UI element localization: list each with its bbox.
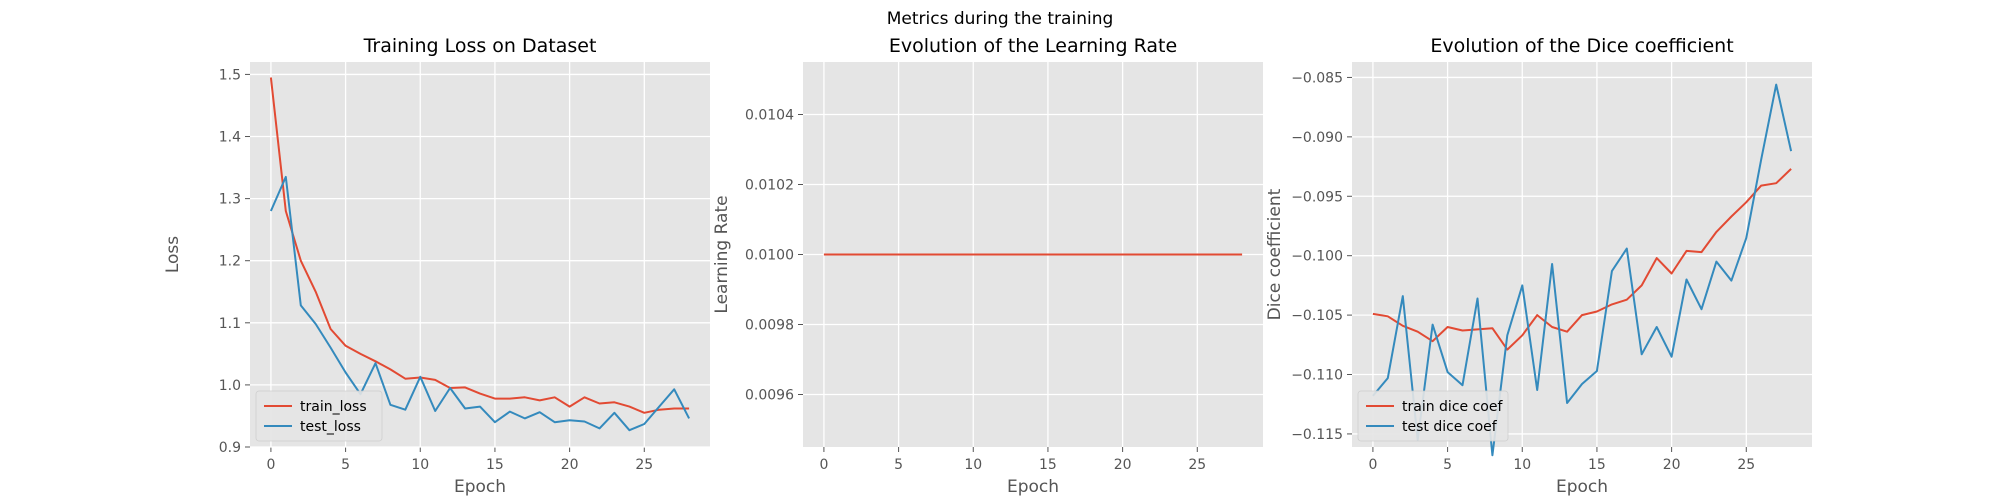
y-tick-label: 0.0096 <box>745 388 794 404</box>
y-tick-label: −0.105 <box>1291 308 1343 324</box>
y-tick-label: 1.4 <box>219 130 241 146</box>
y-tick-label: −0.095 <box>1291 189 1343 205</box>
y-axis-label: Loss <box>163 236 183 273</box>
y-tick-label: 0.9 <box>219 440 241 456</box>
x-tick-label: 15 <box>1588 457 1606 473</box>
figure-title: Metrics during the training <box>887 9 1114 29</box>
y-tick-label: 0.0098 <box>745 318 794 334</box>
legend-label: test_loss <box>300 419 361 435</box>
y-tick-label: −0.110 <box>1291 368 1343 384</box>
x-axis-label: Epoch <box>1007 477 1059 497</box>
chart-title: Evolution of the Dice coefficient <box>1430 35 1733 57</box>
x-tick-label: 5 <box>341 457 350 473</box>
legend-label: test dice coef <box>1402 419 1498 435</box>
series-line-test-dice-coef <box>1372 83 1793 457</box>
y-axis-label: Learning Rate <box>712 195 732 313</box>
y-tick-label: 1.1 <box>219 316 241 332</box>
x-tick-label: 0 <box>1368 457 1377 473</box>
x-tick-label: 0 <box>266 457 275 473</box>
series-line-train-dice-coef <box>1372 168 1792 351</box>
plot-area <box>250 62 710 447</box>
y-tick-label: 1.0 <box>219 378 241 394</box>
legend-label: train_loss <box>300 399 367 415</box>
y-axis-label: Dice coefficient <box>1265 188 1285 320</box>
chart-title: Evolution of the Learning Rate <box>889 35 1177 57</box>
y-tick-label: 1.5 <box>219 67 241 83</box>
x-tick-label: 20 <box>1114 457 1132 473</box>
y-tick-label: 1.2 <box>219 254 241 270</box>
series-line-train_loss <box>269 77 690 414</box>
y-tick-label: 1.3 <box>219 192 241 208</box>
x-axis-label: Epoch <box>454 477 506 497</box>
x-tick-label: 25 <box>1188 457 1206 473</box>
x-tick-label: 25 <box>1737 457 1755 473</box>
chart-title: Training Loss on Dataset <box>363 35 597 57</box>
x-tick-label: 0 <box>819 457 828 473</box>
y-tick-label: 0.0102 <box>745 178 794 194</box>
y-tick-label: 0.0100 <box>745 248 794 264</box>
legend <box>255 390 383 442</box>
series-line-test_loss <box>269 175 690 432</box>
y-tick-label: −0.085 <box>1291 70 1343 86</box>
y-tick-label: −0.100 <box>1291 249 1343 265</box>
x-tick-label: 10 <box>411 457 429 473</box>
legend <box>1357 390 1509 442</box>
x-tick-label: 25 <box>635 457 653 473</box>
x-tick-label: 15 <box>1039 457 1057 473</box>
x-axis-label: Epoch <box>1556 477 1608 497</box>
plot-area <box>1352 62 1812 447</box>
y-tick-label: −0.115 <box>1291 427 1343 443</box>
learning-rate-chart: 0 5 10 15 20 25 0.0096 0.0098 0.0100 0.0102 0.0104… <box>712 35 1263 497</box>
x-tick-label: 5 <box>1443 457 1452 473</box>
loss-chart: 0 5 10 15 20 25 0.9 1.0 1.1 1.2 1.3 1.4 1.5 Training … <box>163 35 710 497</box>
x-tick-label: 5 <box>894 457 903 473</box>
legend-label: train dice coef <box>1402 399 1503 415</box>
x-tick-label: 10 <box>964 457 982 473</box>
dice-chart: 0 5 10 15 20 25 −0.115 −0.110 −0.105 −0.100 −0.095… <box>1265 35 1812 497</box>
x-tick-label: 10 <box>1513 457 1531 473</box>
x-tick-label: 20 <box>1663 457 1681 473</box>
y-tick-label: −0.090 <box>1291 130 1343 146</box>
y-tick-label: 0.0104 <box>745 108 794 124</box>
x-tick-label: 15 <box>486 457 504 473</box>
x-tick-label: 20 <box>561 457 579 473</box>
